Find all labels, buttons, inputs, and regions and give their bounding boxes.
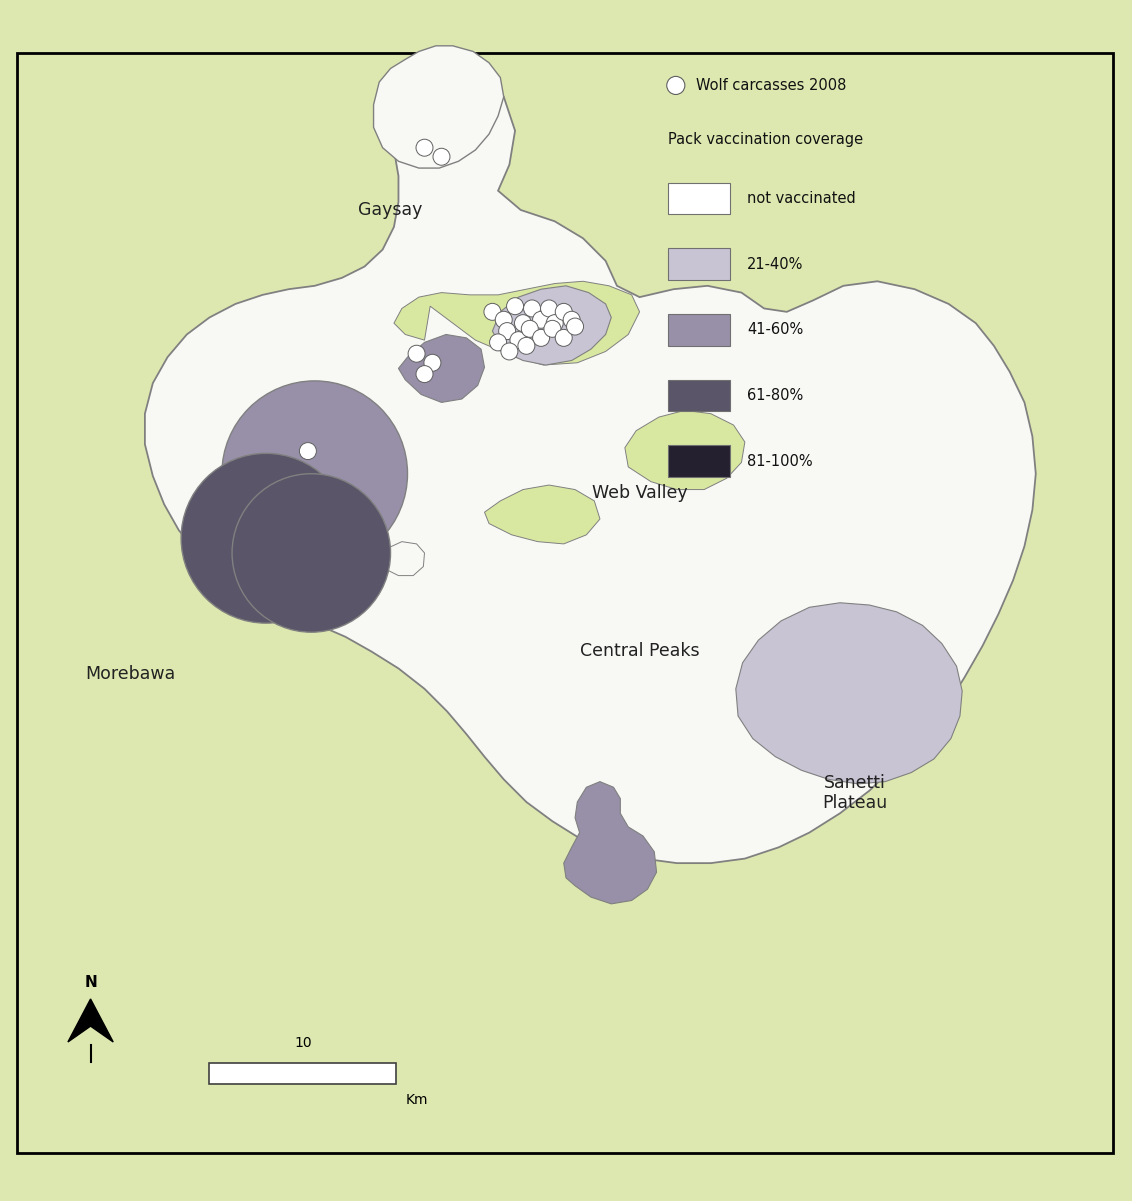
Circle shape bbox=[498, 323, 515, 340]
Polygon shape bbox=[398, 335, 484, 402]
Circle shape bbox=[417, 139, 432, 156]
Polygon shape bbox=[68, 999, 113, 1042]
Text: Wolf carcasses 2008: Wolf carcasses 2008 bbox=[696, 78, 847, 92]
Circle shape bbox=[232, 473, 391, 632]
Circle shape bbox=[484, 304, 501, 321]
Circle shape bbox=[500, 343, 517, 360]
Circle shape bbox=[181, 453, 351, 623]
Circle shape bbox=[567, 318, 584, 335]
Text: Pack vaccination coverage: Pack vaccination coverage bbox=[668, 132, 863, 148]
Polygon shape bbox=[492, 286, 611, 365]
Polygon shape bbox=[484, 485, 600, 544]
Polygon shape bbox=[380, 542, 424, 575]
Bar bbox=[209, 1064, 396, 1083]
Circle shape bbox=[509, 331, 528, 348]
Text: 10: 10 bbox=[294, 1036, 311, 1050]
Circle shape bbox=[514, 315, 532, 331]
Bar bbox=[668, 249, 730, 280]
Polygon shape bbox=[736, 603, 962, 784]
Circle shape bbox=[667, 77, 685, 95]
Circle shape bbox=[423, 354, 441, 371]
Text: Web Valley: Web Valley bbox=[592, 484, 687, 502]
Polygon shape bbox=[564, 782, 657, 904]
Circle shape bbox=[546, 315, 563, 331]
Text: 41-60%: 41-60% bbox=[747, 322, 804, 337]
Circle shape bbox=[507, 298, 524, 315]
Circle shape bbox=[555, 304, 572, 321]
Circle shape bbox=[496, 311, 512, 328]
Polygon shape bbox=[328, 490, 383, 580]
Circle shape bbox=[408, 345, 426, 363]
Circle shape bbox=[521, 321, 539, 337]
Text: not vaccinated: not vaccinated bbox=[747, 191, 856, 207]
Text: Morebawa: Morebawa bbox=[85, 665, 175, 683]
Polygon shape bbox=[374, 46, 504, 168]
Polygon shape bbox=[394, 281, 640, 365]
Circle shape bbox=[541, 300, 557, 317]
Circle shape bbox=[517, 337, 534, 354]
Bar bbox=[668, 446, 730, 477]
Circle shape bbox=[299, 443, 317, 460]
Text: 81-100%: 81-100% bbox=[747, 454, 813, 468]
Text: Sanetti
Plateau: Sanetti Plateau bbox=[822, 773, 887, 812]
Bar bbox=[668, 315, 730, 346]
Text: N: N bbox=[84, 975, 97, 990]
Text: 61-80%: 61-80% bbox=[747, 388, 804, 404]
Circle shape bbox=[555, 329, 572, 346]
Circle shape bbox=[523, 300, 541, 317]
Circle shape bbox=[532, 329, 550, 346]
Circle shape bbox=[532, 311, 550, 328]
Circle shape bbox=[222, 381, 408, 567]
Circle shape bbox=[543, 321, 560, 337]
Text: Km: Km bbox=[405, 1093, 428, 1107]
Polygon shape bbox=[145, 59, 1036, 864]
Circle shape bbox=[563, 311, 580, 328]
Circle shape bbox=[489, 334, 507, 351]
Bar bbox=[668, 183, 730, 215]
Text: Central Peaks: Central Peaks bbox=[580, 643, 700, 661]
Text: 21-40%: 21-40% bbox=[747, 257, 804, 271]
Polygon shape bbox=[625, 411, 745, 490]
Circle shape bbox=[432, 148, 451, 166]
Bar bbox=[668, 380, 730, 412]
Circle shape bbox=[417, 365, 432, 383]
Text: Gaysay: Gaysay bbox=[359, 201, 422, 219]
